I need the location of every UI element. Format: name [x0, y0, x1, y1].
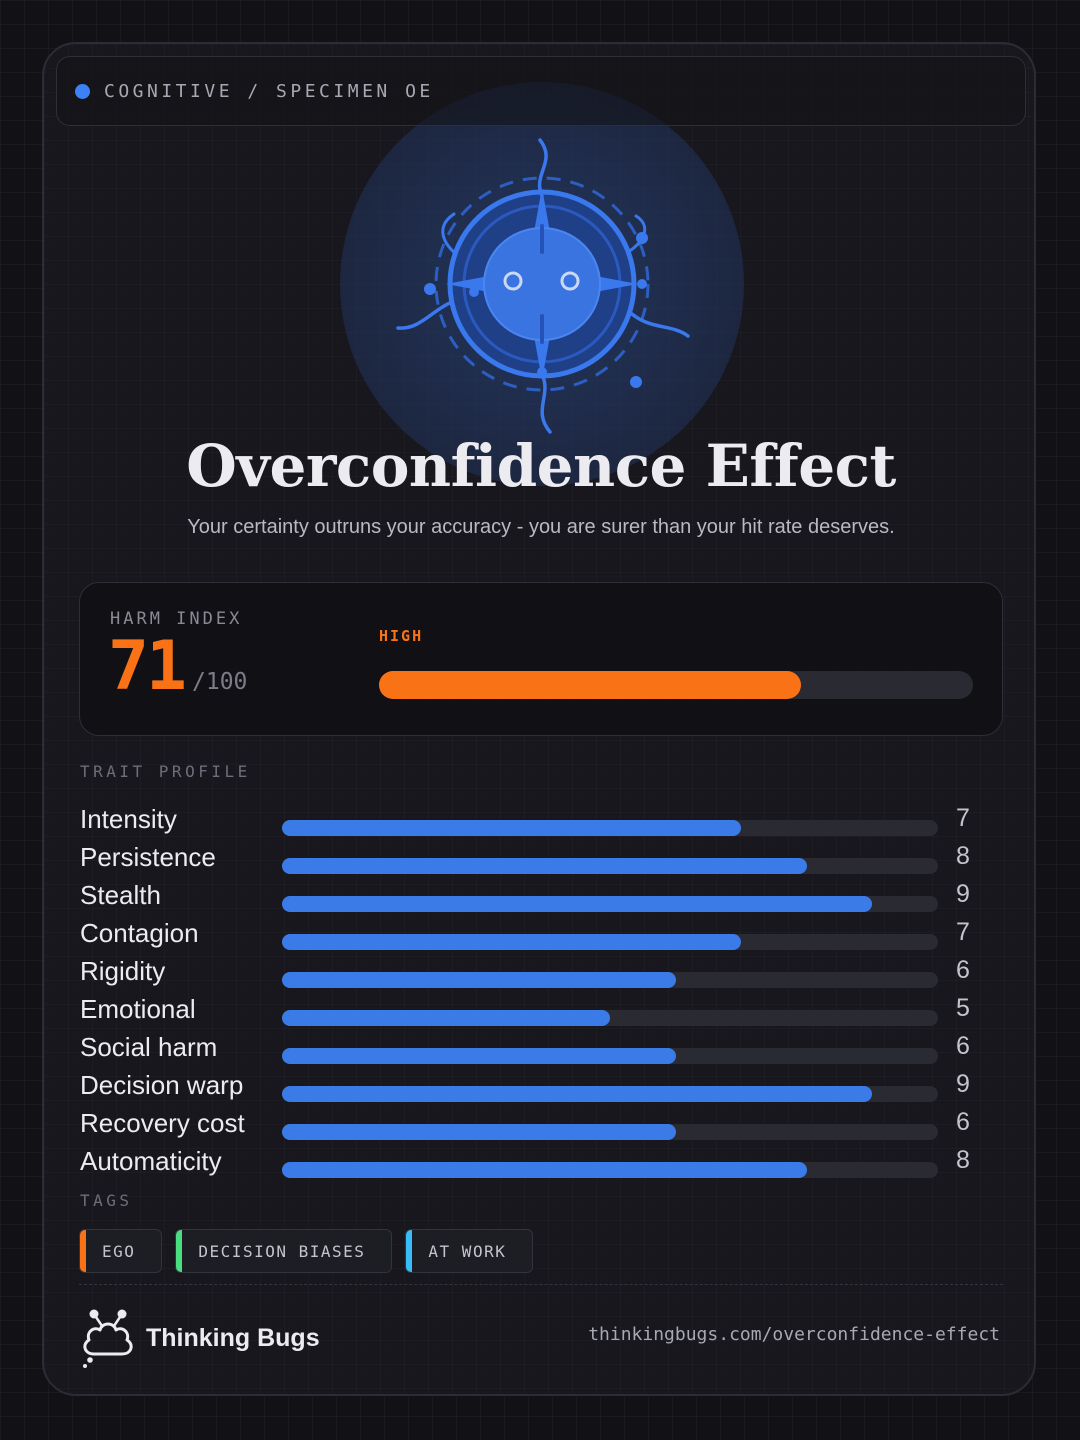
tag-color-stripe [406, 1230, 413, 1272]
trait-row: Automaticity 8 [80, 1144, 980, 1182]
tag-label: AT WORK [428, 1241, 507, 1261]
status-dot [75, 83, 90, 99]
category-bar: COGNITIVE / SPECIMEN OE [56, 56, 1026, 126]
brand[interactable]: Thinking Bugs [80, 1306, 320, 1370]
bias-url-link[interactable]: thinkingbugs.com/overconfidence-effect [588, 1324, 1000, 1345]
trait-bar-track [282, 1010, 938, 1026]
tag-chip[interactable]: EGO [79, 1229, 163, 1273]
specimen-card: COGNITIVE / SPECIMEN OE [42, 42, 1036, 1396]
trait-bar-track [282, 1162, 938, 1178]
trait-bar-track [282, 820, 938, 836]
tag-list: EGO DECISION BIASES AT WORK [79, 1229, 534, 1273]
compass-bug-icon [396, 138, 690, 434]
trait-bar-track [282, 896, 938, 912]
brand-name: Thinking Bugs [146, 1323, 320, 1352]
footer-divider [79, 1284, 1003, 1285]
trait-name: Rigidity [80, 956, 166, 986]
harm-score-max: /100 [192, 669, 248, 695]
trait-name: Emotional [80, 994, 196, 1024]
trait-bar-track [282, 1086, 938, 1102]
trait-bar-track [282, 858, 938, 874]
trait-row: Contagion 7 [80, 916, 980, 954]
trait-row: Rigidity 6 [80, 954, 980, 992]
trait-value: 6 [956, 1032, 970, 1060]
trait-name: Intensity [80, 804, 177, 834]
harm-bar-fill [379, 671, 801, 699]
trait-bar-fill [282, 1086, 873, 1102]
trait-bar-track [282, 972, 938, 988]
tag-chip[interactable]: AT WORK [405, 1229, 534, 1273]
bias-description: Your certainty outruns your accuracy - y… [187, 516, 895, 538]
trait-row: Recovery cost 6 [80, 1106, 980, 1144]
harm-level: HIGH [379, 627, 424, 645]
trait-bar-fill [282, 1010, 610, 1026]
harm-index-label: HARM INDEX [110, 609, 243, 629]
trait-value: 9 [956, 880, 970, 908]
trait-name: Stealth [80, 880, 161, 910]
trait-name: Recovery cost [80, 1108, 245, 1138]
trait-bar-fill [282, 972, 676, 988]
category-label: COGNITIVE / SPECIMEN OE [104, 80, 434, 102]
tag-color-stripe [80, 1230, 86, 1272]
trait-row: Persistence 8 [80, 840, 980, 878]
trait-value: 8 [956, 842, 970, 870]
trait-row: Emotional 5 [80, 992, 980, 1030]
trait-value: 8 [956, 1146, 970, 1174]
trait-profile-label: TRAIT PROFILE [80, 762, 251, 781]
trait-name: Decision warp [80, 1070, 244, 1100]
cloud-bug-logo-icon [83, 1309, 133, 1368]
trait-value: 6 [956, 1108, 970, 1136]
trait-value: 9 [956, 1070, 970, 1098]
trait-bar-track [282, 1048, 938, 1064]
harm-score: 71 [108, 627, 187, 706]
trait-name: Contagion [80, 918, 199, 948]
harm-bar-track [379, 671, 973, 699]
tag-label: EGO [102, 1241, 136, 1261]
trait-bar-fill [282, 858, 807, 874]
trait-profile-list: Intensity 7 Persistence 8 Stealth 9 Contagion 7… [80, 802, 980, 1182]
trait-bar-fill [282, 820, 742, 836]
trait-row: Decision warp 9 [80, 1068, 980, 1106]
trait-row: Stealth 9 [80, 878, 980, 916]
trait-value: 6 [956, 956, 970, 984]
tag-chip[interactable]: DECISION BIASES [175, 1229, 393, 1273]
trait-bar-fill [282, 896, 873, 912]
harm-index-panel: HARM INDEX 71 /100 HIGH [79, 582, 1003, 736]
trait-bar-fill [282, 1048, 676, 1064]
tag-color-stripe [176, 1230, 183, 1272]
trait-name: Automaticity [80, 1146, 222, 1176]
trait-value: 7 [956, 804, 970, 832]
trait-name: Persistence [80, 842, 216, 872]
trait-row: Social harm 6 [80, 1030, 980, 1068]
tag-label: DECISION BIASES [198, 1241, 366, 1261]
trait-bar-fill [282, 934, 742, 950]
trait-bar-track [282, 1124, 938, 1140]
trait-bar-track [282, 934, 938, 950]
trait-row: Intensity 7 [80, 802, 980, 840]
trait-bar-fill [282, 1124, 676, 1140]
trait-value: 7 [956, 918, 970, 946]
trait-bar-fill [282, 1162, 807, 1178]
trait-value: 5 [956, 994, 970, 1022]
tags-label: TAGS [80, 1191, 133, 1210]
trait-name: Social harm [80, 1032, 218, 1062]
bias-title: Overconfidence Effect [186, 432, 896, 500]
